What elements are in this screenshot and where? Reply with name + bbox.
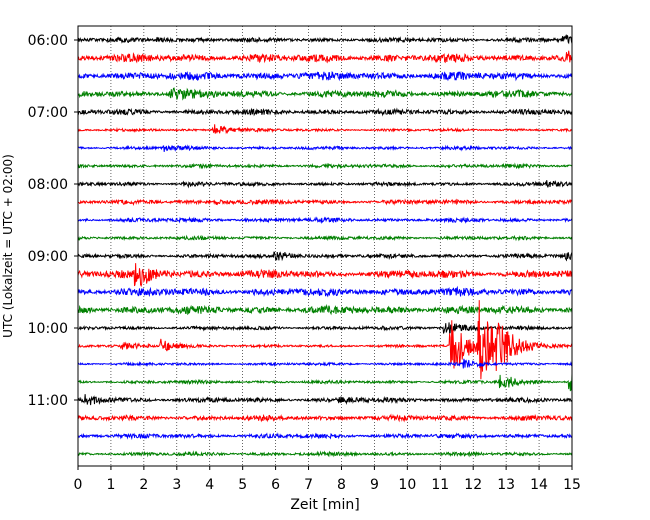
trace-line [77,285,573,298]
x-tick-label: 15 [563,477,581,493]
trace-line [77,251,573,262]
trace-line [77,70,573,82]
trace-line [77,450,573,458]
x-tick-label: 4 [205,477,214,493]
trace-line [77,373,573,392]
y-tick-label: 06:00 [28,33,68,49]
trace-line [77,394,573,406]
y-tick-label: 10:00 [28,321,68,337]
y-tick-label: 07:00 [28,105,68,121]
x-tick-label: 0 [74,477,83,493]
trace-line [77,300,573,380]
trace-line [77,358,573,369]
x-axis-label: Zeit [min] [290,497,359,513]
trace-line [77,234,573,242]
y-axis-label: UTC (Lokalzeit = UTC + 02:00) [1,154,15,338]
trace-line [77,50,573,64]
x-tick-label: 7 [304,477,313,493]
x-tick-label: 10 [398,477,416,493]
trace-line [77,162,573,170]
trace-line [77,124,573,135]
y-axis: 06:00 07:00 08:00 09:00 10:00 11:00 [28,33,78,409]
x-tick-label: 6 [271,477,280,493]
y-tick-label: 09:00 [28,249,68,265]
x-tick-label: 2 [139,477,148,493]
x-tick-label: 8 [337,477,346,493]
trace-line [77,179,573,189]
x-axis: 0 1 2 3 4 5 6 7 8 9 10 11 12 13 14 15 [74,466,581,493]
trace-line [77,303,573,316]
x-tick-label: 14 [530,477,548,493]
y-tick-label: 11:00 [28,393,68,409]
trace-line [77,263,573,288]
trace-line [77,144,573,152]
trace-line [77,322,573,334]
x-tick-label: 5 [238,477,247,493]
trace-line [77,432,573,441]
x-tick-label: 12 [464,477,482,493]
trace-line [77,216,573,225]
x-tick-label: 13 [497,477,515,493]
traces [77,34,573,458]
trace-line [77,34,573,45]
trace-line [77,107,573,117]
x-tick-label: 3 [172,477,181,493]
trace-line [77,87,573,101]
plot-frame [77,25,573,467]
y-tick-label: 08:00 [28,177,68,193]
trace-line [77,413,573,423]
trace-line [77,198,573,206]
x-tick-label: 1 [106,477,115,493]
x-tick-label: 11 [431,477,449,493]
x-tick-label: 9 [370,477,379,493]
